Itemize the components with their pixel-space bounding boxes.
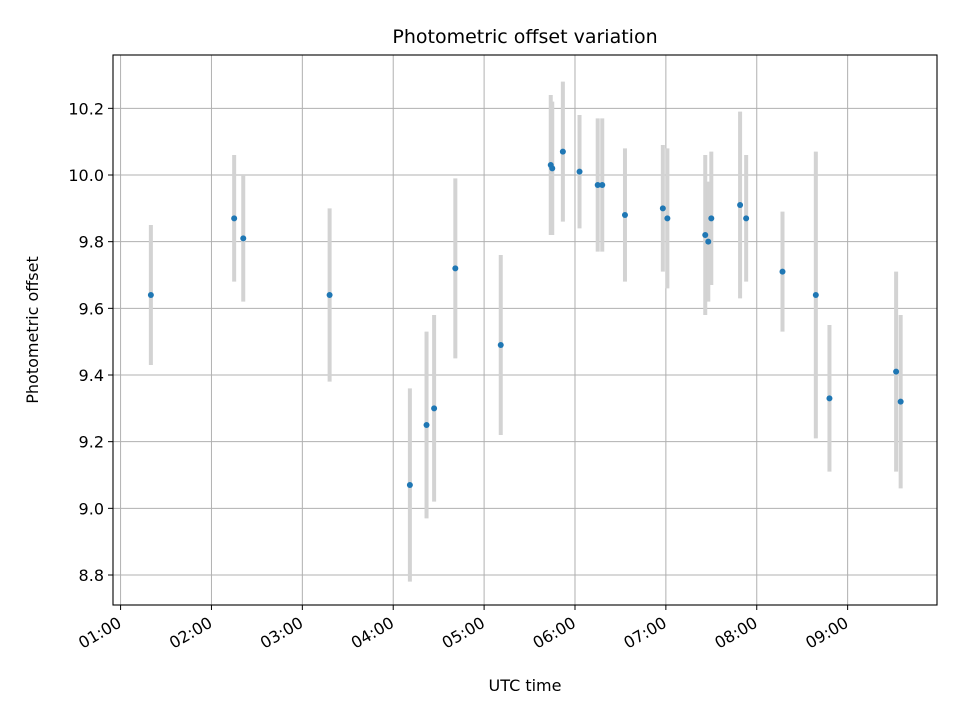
y-tick-label-5: 9.8 [79,233,104,252]
data-point-4 [406,482,413,488]
data-point-5 [423,422,430,428]
data-point-11 [559,148,566,155]
y-tick-label-1: 9.0 [79,499,104,518]
data-point-20 [708,215,715,222]
data-point-21 [737,202,744,208]
data-points [147,148,904,488]
data-point-17 [664,215,671,222]
data-point-1 [231,215,238,222]
data-point-19 [705,238,712,245]
chart-title: Photometric offset variation [392,26,657,48]
y-axis-title: Photometric offset [23,256,42,404]
data-point-2 [240,235,247,242]
data-point-22 [743,215,750,222]
y-tick-label-4: 9.6 [79,299,104,318]
data-point-0 [147,292,154,298]
data-point-23 [779,268,786,275]
data-point-27 [897,398,904,405]
plot-frame [112,54,938,606]
grid [113,55,937,605]
data-point-25 [826,395,833,402]
data-point-6 [431,405,438,412]
data-point-15 [621,212,628,218]
data-point-7 [452,265,459,272]
y-tick-label-7: 10.2 [68,99,104,118]
data-point-3 [326,292,333,298]
data-point-14 [599,182,606,188]
data-point-16 [659,205,666,212]
x-axis-title: UTC time [489,676,562,695]
y-tick-label-0: 8.8 [79,566,104,585]
y-tick-label-3: 9.4 [79,366,104,385]
y-axis-ticks: 8.8 9.0 9.2 9.4 9.6 9.8 10.0 10.2 [68,99,113,585]
data-point-26 [893,368,900,375]
y-tick-label-6: 10.0 [68,166,104,185]
data-point-10 [549,165,556,172]
y-tick-label-2: 9.2 [79,433,104,452]
data-point-13 [594,182,601,188]
data-point-12 [576,168,583,175]
data-point-24 [812,292,819,298]
data-point-8 [497,342,504,348]
data-point-18 [702,232,709,238]
